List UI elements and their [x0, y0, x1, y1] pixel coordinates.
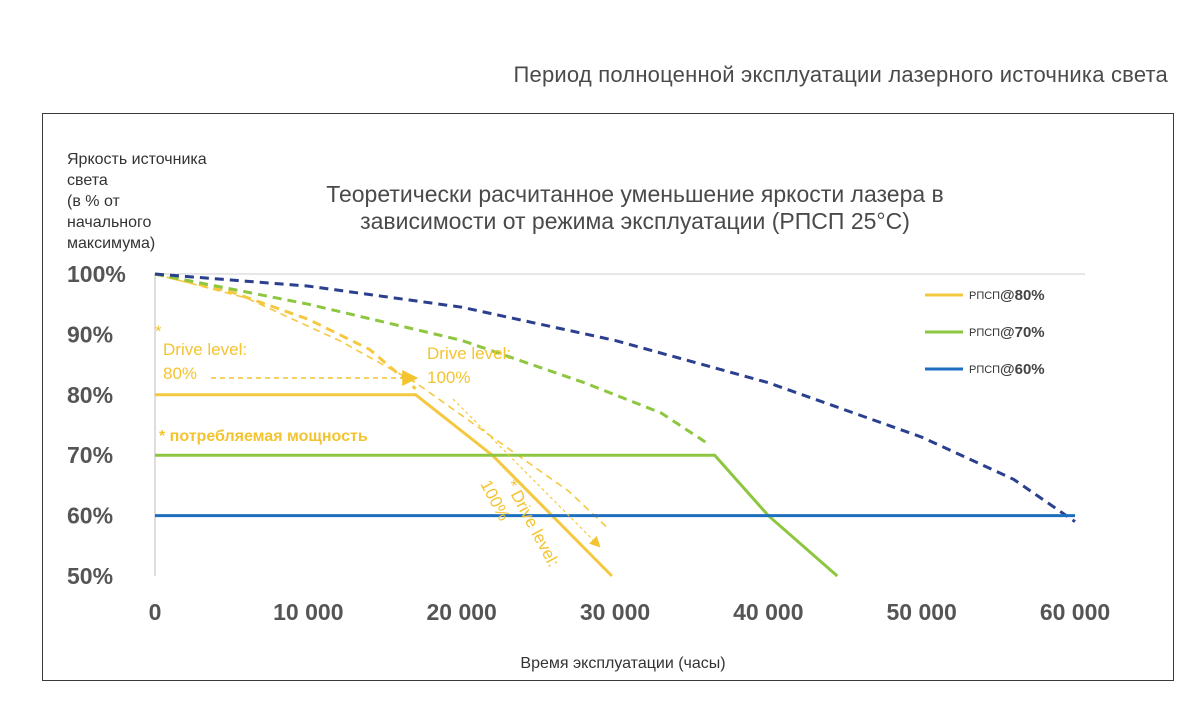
legend-prefix: РПСП [969, 290, 1000, 302]
ylabel-line: (в % от [67, 193, 120, 210]
chart-svg: Яркость источника света (в % от начально… [67, 151, 1111, 672]
series-line-reference-100-dashed [154, 273, 608, 529]
x-tick-label: 10 000 [273, 599, 343, 625]
y-tick-label: 90% [67, 321, 113, 347]
series-line-dashed-70 [154, 272, 708, 445]
x-tick-label: 50 000 [886, 599, 956, 625]
legend-prefix: РПСП [969, 327, 1000, 339]
annotation-drive-rotated-line1: * Drive level: [501, 477, 563, 570]
y-tick-label: 100% [67, 261, 126, 287]
annotation-star: * [155, 322, 162, 341]
annotation-drive-100-line1: Drive level: [427, 344, 511, 363]
series-line-dashed-80 [154, 272, 417, 390]
series-layer [154, 272, 1076, 578]
x-tick-label: 60 000 [1040, 599, 1110, 625]
x-tick-label: 30 000 [580, 599, 650, 625]
ylabel-line: Яркость источника [67, 151, 207, 168]
ylabel-line: начального [67, 214, 152, 231]
x-ticks: 0 10 000 20 000 30 000 40 000 50 000 60 000 [149, 599, 1111, 625]
page-title: Период полноценной эксплуатации лазерног… [513, 62, 1168, 87]
chart-title: Теоретически расчитанное уменьшение ярко… [326, 181, 944, 234]
annotations: * Drive level: 80% Drive level: 100% * п… [155, 322, 601, 570]
y-ticks: 100% 90% 80% 70% 60% 50% [67, 261, 126, 589]
x-axis-label: Время эксплуатации (часы) [520, 655, 725, 672]
legend-label-60: @60% [1000, 361, 1045, 378]
drive-arrow-diagonal [452, 398, 601, 548]
x-tick-label: 40 000 [733, 599, 803, 625]
legend: РПСП @80%РПСП @70%РПСП @60% [925, 287, 1045, 378]
x-tick-label: 20 000 [426, 599, 496, 625]
chart-title-line: Теоретически расчитанное уменьшение ярко… [326, 181, 944, 207]
y-tick-label: 80% [67, 382, 113, 408]
series-line-dashed-60 [154, 272, 1076, 523]
legend-prefix: РПСП [969, 364, 1000, 376]
x-tick-label: 0 [149, 599, 162, 625]
annotation-drive-rotated: * Drive level: 100% [476, 477, 563, 570]
annotation-drive-80-line2: 80% [163, 364, 197, 383]
legend-label-80: @80% [1000, 287, 1045, 304]
annotation-drive-80-line1: Drive level: [163, 340, 247, 359]
series-line-solid-70 [155, 453, 839, 578]
chart-frame: Яркость источника света (в % от начально… [42, 113, 1174, 681]
y-tick-label: 70% [67, 442, 113, 468]
chart-title-line: зависимости от режима эксплуатации (РПСП… [360, 208, 910, 234]
annotation-drive-100-line2: 100% [427, 368, 470, 387]
y-tick-label: 50% [67, 563, 113, 589]
legend-label-70: @70% [1000, 324, 1045, 341]
y-axis-label: Яркость источника света (в % от начально… [67, 151, 207, 252]
ylabel-line: максимума) [67, 235, 155, 252]
ylabel-line: света [67, 172, 108, 189]
annotation-power-note: * потребляемая мощность [159, 428, 368, 445]
y-tick-label: 60% [67, 503, 113, 529]
